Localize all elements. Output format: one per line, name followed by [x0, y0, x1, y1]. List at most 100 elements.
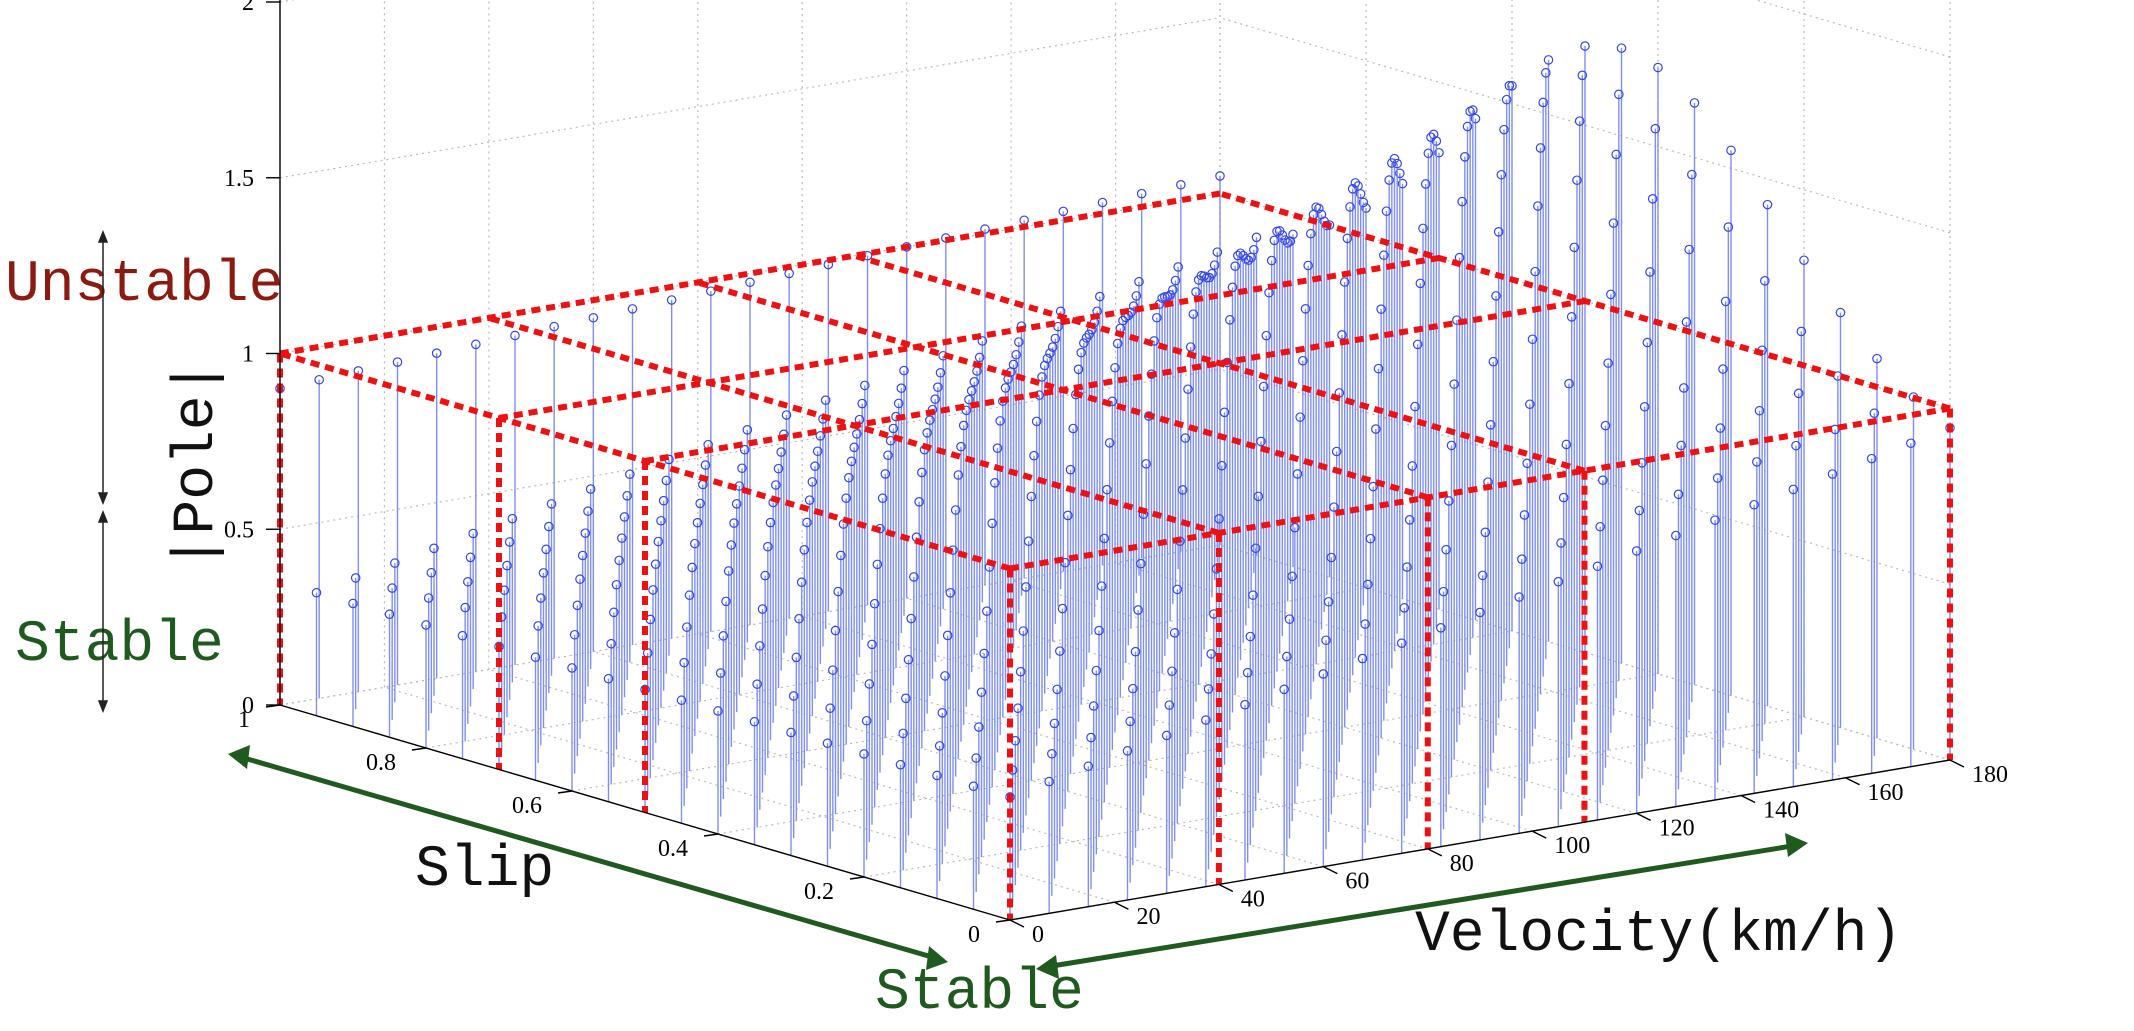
stable-label-z: Stable	[15, 613, 224, 678]
velocity-tick-mark	[1845, 777, 1860, 786]
stem-marker	[934, 741, 945, 751]
stem-marker	[1399, 603, 1410, 613]
stem-marker	[1253, 491, 1264, 502]
stem-marker	[1543, 55, 1554, 65]
stem-marker	[1162, 291, 1173, 302]
slip-tick-mark	[411, 747, 427, 751]
stem-marker	[690, 538, 700, 549]
stem-marker	[426, 567, 437, 578]
stem-marker	[1595, 521, 1605, 532]
stem-marker	[1026, 491, 1037, 502]
stem-marker	[1580, 41, 1590, 51]
stem-marker	[567, 663, 577, 673]
stem-marker	[968, 781, 979, 792]
stem-marker	[1530, 266, 1540, 277]
stem-marker	[933, 382, 943, 392]
stem-marker	[650, 559, 661, 569]
grid-line	[1010, 579, 1742, 797]
stem-marker	[1088, 701, 1099, 711]
stem-marker	[859, 749, 869, 759]
stem-marker	[791, 652, 802, 663]
stem-marker	[1496, 169, 1507, 180]
stem-marker	[745, 277, 755, 288]
stem-marker	[1134, 276, 1144, 287]
stem-marker	[653, 536, 664, 547]
stem-marker	[974, 722, 984, 732]
grid-line	[1219, 368, 1951, 585]
stem-marker	[731, 499, 742, 509]
stem-marker	[1488, 356, 1499, 367]
stem-marker	[1379, 250, 1389, 261]
pole-axis-label: |Pole|	[165, 361, 230, 570]
stem-marker	[1684, 244, 1694, 255]
stem-marker	[536, 593, 546, 603]
stem-marker	[314, 374, 324, 385]
stem-marker	[822, 738, 833, 749]
stem-marker	[1676, 440, 1686, 451]
stem-marker	[1457, 196, 1467, 207]
stem-marker	[1047, 342, 1058, 352]
stem-marker	[992, 443, 1003, 453]
stem-marker	[966, 386, 977, 396]
slip-tick-mark	[703, 833, 719, 837]
stem-marker	[937, 708, 948, 718]
stem-marker	[1710, 515, 1720, 525]
stem-marker	[1279, 684, 1289, 695]
stem-marker	[622, 491, 632, 501]
stem-marker	[1168, 285, 1178, 295]
stem-marker	[1250, 543, 1261, 554]
velocity-axis-label: Velocity(km/h)	[1415, 903, 1902, 968]
stem-marker	[1094, 625, 1104, 636]
stem-marker	[977, 336, 988, 346]
stem-marker	[964, 394, 974, 405]
stem-marker	[987, 518, 997, 529]
stem-marker	[1639, 401, 1650, 412]
stem-marker	[457, 630, 468, 641]
stem-marker	[1788, 484, 1799, 495]
stem-marker	[906, 613, 916, 624]
stem-marker	[1428, 129, 1439, 140]
stem-marker	[1167, 666, 1177, 677]
stem-marker	[1021, 582, 1031, 592]
stem-marker	[1415, 278, 1426, 289]
stem-marker	[1404, 515, 1415, 525]
stem-marker	[1292, 469, 1303, 479]
stem-marker	[1446, 440, 1457, 451]
stem-marker	[1172, 584, 1183, 595]
stem-marker	[844, 472, 854, 483]
stem-marker	[1368, 481, 1378, 492]
stem-marker	[1418, 223, 1428, 234]
stem-marker	[1057, 603, 1068, 614]
stem-marker	[463, 576, 473, 587]
stem-marker	[1238, 250, 1248, 261]
velocity-tick-label: 140	[1763, 798, 1799, 824]
stem-marker	[1241, 254, 1251, 264]
stem-marker	[723, 566, 734, 576]
stem-marker	[1136, 558, 1146, 569]
stem-marker	[1760, 276, 1770, 286]
slip-tick-mark	[849, 876, 865, 880]
stem-marker	[1052, 684, 1062, 695]
stem-marker	[1295, 412, 1305, 422]
stem-marker	[1256, 436, 1266, 447]
grid-line	[802, 615, 1533, 832]
stem-marker	[1233, 250, 1243, 261]
stem-marker	[627, 304, 638, 314]
stem-marker	[940, 671, 950, 681]
velocity-tick-label: 80	[1450, 851, 1474, 877]
velocity-tick-mark	[1009, 919, 1025, 928]
stem-marker	[1206, 649, 1216, 659]
stem-marker	[1130, 646, 1141, 657]
stem-marker	[828, 665, 838, 675]
stem-marker	[1357, 653, 1368, 664]
slip-tick-label: 0	[968, 922, 980, 948]
stem-marker	[980, 224, 990, 234]
stem-marker	[1507, 81, 1517, 91]
grid-line	[593, 651, 1324, 868]
stem-marker	[1110, 362, 1120, 373]
stem-marker	[1762, 199, 1773, 210]
stem-marker	[749, 716, 760, 727]
velocity-tick-mark	[1949, 759, 1965, 768]
stem-marker	[849, 442, 859, 453]
stem-marker	[1225, 315, 1235, 325]
